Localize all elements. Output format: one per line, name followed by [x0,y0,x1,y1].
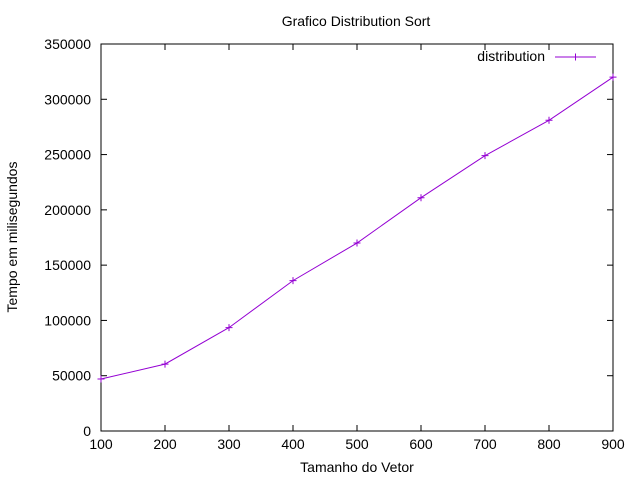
x-tick-label: 800 [537,436,561,452]
y-axis-title: Tempo em milisegundos [4,162,20,313]
legend-label: distribution [477,48,545,64]
y-tick-label: 50000 [52,368,91,384]
x-tick-label: 600 [409,436,433,452]
x-tick-label: 500 [345,436,369,452]
x-tick-label: 700 [473,436,497,452]
data-point-marker [161,360,169,368]
x-tick-label: 200 [153,436,177,452]
x-tick-label: 900 [601,436,625,452]
data-point-marker [289,277,297,285]
data-point-marker [481,152,489,160]
x-axis-title: Tamanho do Vetor [300,459,414,475]
y-tick-label: 250000 [44,147,91,163]
y-tick-label: 200000 [44,202,91,218]
data-point-marker [417,194,425,202]
data-point-marker [609,73,617,81]
y-tick-label: 350000 [44,36,91,52]
y-tick-label: 100000 [44,312,91,328]
y-axis: 0 50000 100000 150000 200000 250000 300000 3500… [44,36,613,439]
data-point-marker [225,324,233,332]
series-line [100,76,614,380]
series-layer [97,73,617,383]
chart-title: Grafico Distribution Sort [282,13,431,29]
x-axis: 100 200 300 400 500 600 700 800 900 [89,44,625,452]
y-tick-label: 0 [83,423,91,439]
legend: distribution [477,48,596,64]
y-tick-label: 300000 [44,91,91,107]
x-tick-label: 300 [217,436,241,452]
data-point-marker [545,116,553,124]
x-tick-label: 100 [89,436,113,452]
y-tick-label: 150000 [44,257,91,273]
legend-marker-icon [572,53,579,61]
data-point-marker [97,375,105,383]
data-point-marker [353,239,361,247]
plot-frame [100,43,614,432]
x-tick-label: 400 [281,436,305,452]
